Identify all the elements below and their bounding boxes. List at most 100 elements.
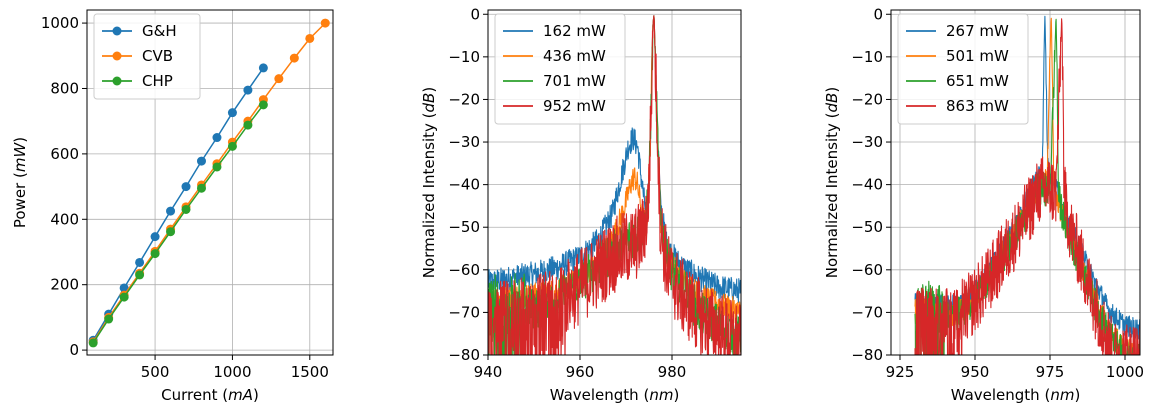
legend-marker [112,76,122,86]
legend-entry: 863 mW [946,97,1009,115]
y-tick-label: −70 [448,303,480,321]
series-line [914,18,1140,355]
grid [87,10,333,355]
x-tick-label: 500 [141,363,170,381]
legend-entry: 267 mW [946,22,1009,40]
y-tick-label: −60 [851,261,883,279]
data-point [181,204,191,214]
y-tick-label: −10 [851,48,883,66]
y-tick-label: −50 [448,218,480,236]
x-axis-label: Current (mA) [161,386,259,404]
y-tick-label: 600 [50,145,79,163]
data-point [150,249,160,259]
plot-area [914,15,1140,355]
chart-power-vs-current: 500 1000 1500 0 200 400 600 800 1000 Current (mA)… [11,9,334,404]
y-tick-label: −60 [448,261,480,279]
data-point [258,100,268,110]
data-point [150,232,160,242]
x-axis-label: Wavelength (nm) [550,386,680,404]
chart-spectrum-right: 925 950 975 1000 0 −10 −20 −30 −40 −50 −60 −70 −80 Wa… [823,5,1144,404]
legend-entry: 701 mW [543,72,606,90]
y-tick-label: −20 [851,90,883,108]
legend: 267 mW 501 mW 651 mW 863 mW [897,13,1029,125]
series-952-mw [488,15,741,355]
y-tick-label: −70 [851,303,883,321]
legend: G&H CVB CHP [93,13,201,100]
x-tick-label: 925 [886,363,915,381]
series-line [488,15,741,304]
chart-spectrum-center: 940 960 980 0 −10 −20 −30 −40 −50 −60 −70 −80 Wavele… [420,5,742,404]
y-tick-label: 0 [69,341,79,359]
y-tick-label: 200 [50,276,79,294]
legend-entry: 501 mW [946,47,1009,65]
series-line [92,67,265,341]
data-point [119,283,129,293]
data-point [243,85,253,95]
x-tick-label: 940 [474,363,503,381]
plot-area [88,18,330,348]
legend-entry: 162 mW [543,22,606,40]
x-tick-label: 980 [658,363,687,381]
data-point [135,257,145,267]
legend-entry: 651 mW [946,72,1009,90]
data-point [119,292,129,302]
data-point [289,53,299,63]
legend-box [494,13,626,125]
x-axis-label: Wavelength (nm) [951,386,1081,404]
axes-frame [890,9,1141,356]
data-point [88,338,98,348]
legend-entry: CVB [142,47,173,65]
data-point [135,270,145,280]
series-line [488,15,741,355]
x-tick-label: 1500 [291,363,329,381]
data-point [320,18,330,28]
y-axis-label: Power (mW) [11,137,29,228]
legend-marker [112,51,122,61]
data-point [212,133,222,143]
y-axis-label: Normalized Intensity (dB) [823,87,841,278]
x-tick-label: 1000 [213,363,251,381]
data-point [243,120,253,130]
data-point [196,183,206,193]
data-point [181,182,191,192]
series-line [92,22,326,343]
y-tick-label: −20 [448,90,480,108]
data-point [227,108,237,118]
data-point [166,206,176,216]
data-point [166,227,176,237]
legend-box [93,13,201,100]
y-tick-label: −40 [851,176,883,194]
axes-frame [487,9,742,356]
legend-entry: 436 mW [543,47,606,65]
y-tick-label: −40 [448,176,480,194]
y-tick-label: −10 [448,48,480,66]
y-tick-label: −50 [851,218,883,236]
data-point [104,314,114,324]
plot-area [488,15,741,355]
series-863-mw [914,18,1140,355]
y-tick-label: −80 [448,346,480,364]
data-point [258,63,268,73]
data-point [212,162,222,172]
legend-entry: G&H [142,22,177,40]
y-tick-label: 1000 [41,14,79,32]
legend: 162 mW 436 mW 701 mW 952 mW [494,13,626,125]
x-tick-label: 960 [566,363,595,381]
legend-box [897,13,1029,125]
series-162-mw [488,15,741,304]
y-tick-label: 0 [470,5,480,23]
y-tick-label: 400 [50,210,79,228]
axes-frame [86,9,334,356]
data-point [227,141,237,151]
legend-entry: 952 mW [543,97,606,115]
y-axis-label: Normalized Intensity (dB) [420,87,438,278]
series-g-h [88,63,268,345]
y-tick-label: 0 [873,5,883,23]
series-line [92,104,264,344]
series-chp [88,100,268,348]
x-tick-label: 975 [1036,363,1065,381]
x-tick-label: 950 [961,363,990,381]
y-tick-label: −30 [448,133,480,151]
y-tick-label: −80 [851,346,883,364]
